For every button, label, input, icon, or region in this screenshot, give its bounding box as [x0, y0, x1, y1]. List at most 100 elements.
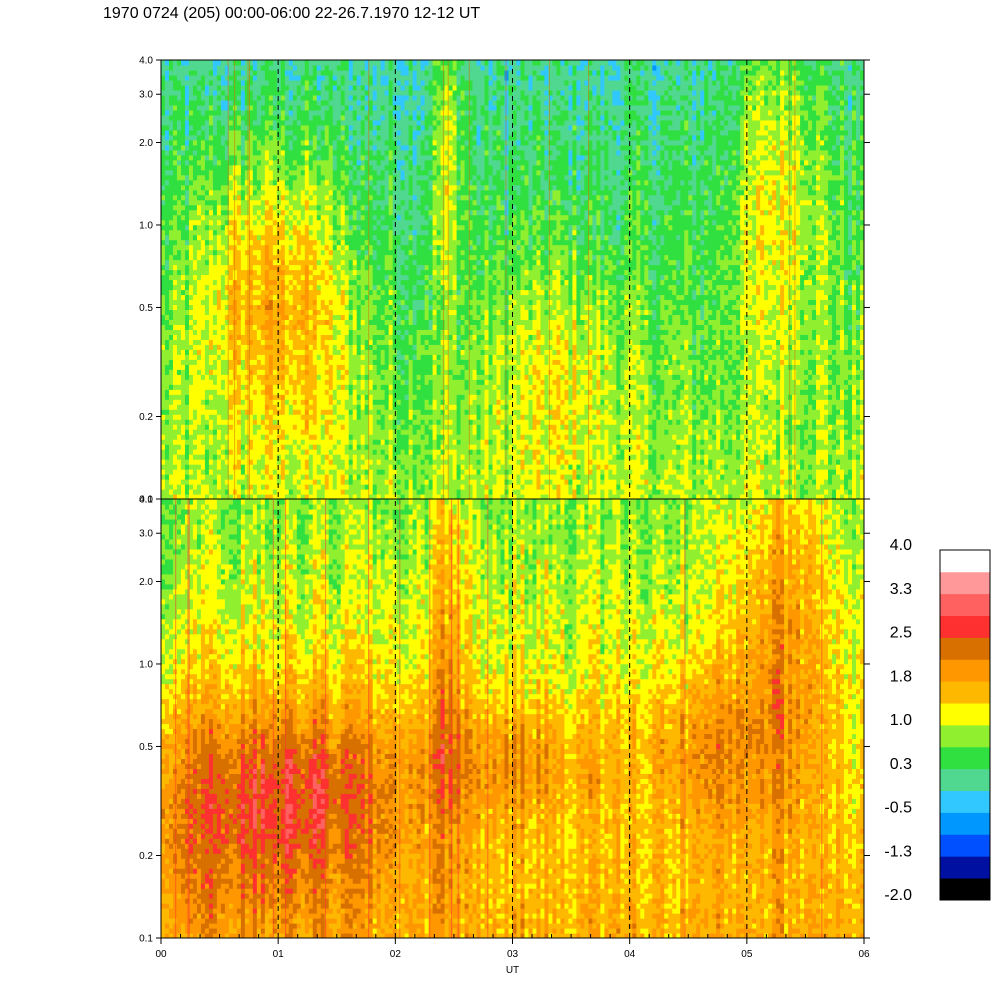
heatmap-cell — [372, 109, 378, 116]
heatmap-cell — [268, 224, 274, 231]
heatmap-cell — [352, 324, 358, 330]
heatmap-cell — [308, 299, 314, 306]
heatmap-cell — [236, 274, 242, 281]
heatmap-cell — [228, 179, 234, 186]
heatmap-cell — [364, 419, 370, 425]
heatmap-cell — [268, 89, 274, 96]
heatmap-cell — [264, 229, 270, 236]
heatmap-cell — [288, 229, 294, 236]
heatmap-cell — [288, 494, 294, 499]
heatmap-cell — [356, 344, 362, 350]
heatmap-cell — [376, 459, 382, 465]
heatmap-cell — [208, 494, 214, 499]
heatmap-cell — [244, 149, 250, 156]
heatmap-cell — [284, 324, 290, 330]
heatmap-cell — [216, 189, 222, 196]
heatmap-cell — [161, 184, 166, 191]
heatmap-cell — [161, 94, 166, 101]
heatmap-cell — [180, 224, 186, 231]
heatmap-cell — [216, 234, 222, 241]
heatmap-cell — [176, 144, 182, 151]
heatmap-cell — [161, 494, 166, 499]
heatmap-cell — [184, 369, 190, 375]
heatmap-cell — [336, 339, 342, 345]
heatmap-cell — [364, 299, 370, 306]
heatmap-cell — [316, 404, 322, 410]
heatmap-cell — [164, 309, 170, 316]
heatmap-cell — [232, 439, 238, 445]
heatmap-cell — [192, 394, 198, 400]
heatmap-cell — [272, 269, 278, 276]
heatmap-cell — [308, 464, 314, 470]
heatmap-cell — [236, 374, 242, 380]
heatmap-cell — [296, 134, 302, 141]
heatmap-cell — [184, 99, 190, 106]
heatmap-cell — [364, 209, 370, 216]
heatmap-cell — [268, 474, 274, 480]
heatmap-cell — [336, 69, 342, 76]
heatmap-cell — [272, 179, 278, 186]
heatmap-cell — [212, 89, 218, 96]
heatmap-cell — [324, 94, 330, 101]
heatmap-cell — [364, 254, 370, 261]
heatmap-cell — [316, 489, 322, 495]
heatmap-cell — [372, 219, 378, 226]
heatmap-cell — [280, 229, 286, 236]
heatmap-cell — [200, 184, 206, 191]
heatmap-cell — [336, 349, 342, 355]
heatmap-cell — [180, 159, 186, 166]
heatmap-cell — [308, 69, 314, 76]
heatmap-cell — [216, 469, 222, 475]
heatmap-cell — [248, 219, 254, 226]
heatmap-cell — [312, 169, 318, 176]
heatmap-cell — [364, 264, 370, 271]
heatmap-cell — [360, 269, 366, 276]
heatmap-cell — [356, 259, 362, 266]
heatmap-cell — [256, 319, 262, 325]
heatmap-cell — [228, 379, 234, 385]
heatmap-cell — [284, 309, 290, 316]
heatmap-cell — [188, 409, 194, 415]
heatmap-cell — [248, 404, 254, 410]
heatmap-cell — [376, 444, 382, 450]
heatmap-cell — [252, 269, 258, 276]
heatmap-cell — [332, 489, 338, 495]
heatmap-cell — [164, 314, 170, 321]
heatmap-cell — [304, 64, 310, 71]
heatmap-cell — [364, 154, 370, 161]
heatmap-cell — [312, 394, 318, 400]
heatmap-cell — [360, 419, 366, 425]
heatmap-cell — [312, 344, 318, 350]
heatmap-cell — [232, 214, 238, 221]
heatmap-cell — [168, 174, 174, 181]
heatmap-cell — [344, 479, 350, 485]
heatmap-cell — [352, 449, 358, 455]
heatmap-cell — [372, 404, 378, 410]
heatmap-cell — [188, 454, 194, 460]
heatmap-cell — [176, 179, 182, 186]
heatmap-cell — [161, 329, 166, 335]
heatmap-cell — [328, 284, 334, 291]
heatmap-cell — [268, 84, 274, 91]
heatmap-cell — [340, 144, 346, 151]
heatmap-cell — [168, 399, 174, 405]
heatmap-cell — [236, 364, 242, 370]
heatmap-cell — [260, 479, 266, 485]
heatmap-cell — [188, 484, 194, 490]
heatmap-cell — [336, 149, 342, 156]
heatmap-cell — [280, 409, 286, 415]
heatmap-cell — [284, 219, 290, 226]
heatmap-cell — [204, 84, 210, 91]
heatmap-cell — [384, 314, 390, 321]
heatmap-cell — [180, 254, 186, 261]
heatmap-cell — [272, 109, 278, 116]
heatmap-cell — [296, 239, 302, 246]
heatmap-cell — [380, 469, 386, 475]
heatmap-cell — [284, 304, 290, 311]
heatmap-cell — [292, 209, 298, 216]
heatmap-cell — [336, 419, 342, 425]
heatmap-cell — [360, 164, 366, 171]
heatmap-cell — [348, 139, 354, 146]
heatmap-cell — [224, 184, 230, 191]
heatmap-cell — [232, 119, 238, 126]
